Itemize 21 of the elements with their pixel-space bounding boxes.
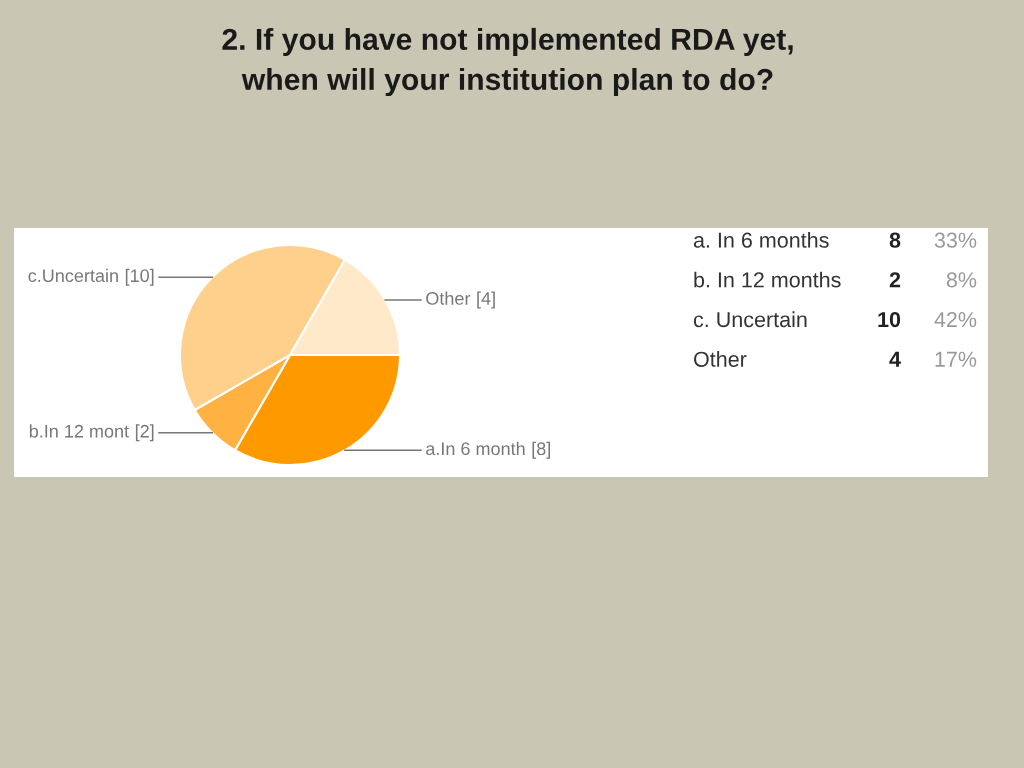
slice-label: a.In 6 month bbox=[426, 441, 525, 456]
data-label: [8] bbox=[532, 441, 551, 459]
text: 10 bbox=[878, 311, 901, 328]
text: 8 bbox=[889, 232, 901, 248]
text: 2 bbox=[889, 272, 901, 288]
text: Other bbox=[694, 351, 747, 367]
text: a. In 6 months bbox=[693, 231, 829, 248]
text: 4 bbox=[889, 351, 901, 367]
data-label: [10] bbox=[125, 268, 154, 286]
text: 8% bbox=[946, 272, 977, 288]
text: c. Uncertain bbox=[693, 311, 807, 328]
slice-label: Other bbox=[426, 291, 471, 305]
text: 17% bbox=[935, 351, 977, 367]
chart-title: 2. If you have not implemented RDA yet, when will your institution plan to do? bbox=[222, 27, 793, 97]
text: 33% bbox=[934, 232, 977, 248]
text: b. In 12 months bbox=[694, 271, 841, 288]
text: 42% bbox=[934, 311, 977, 328]
data-label: [2] bbox=[135, 424, 154, 442]
slice-label: b.In 12 mont bbox=[29, 424, 129, 438]
slice-label: c.Uncertain bbox=[28, 268, 118, 283]
data-label: [4] bbox=[477, 291, 495, 309]
